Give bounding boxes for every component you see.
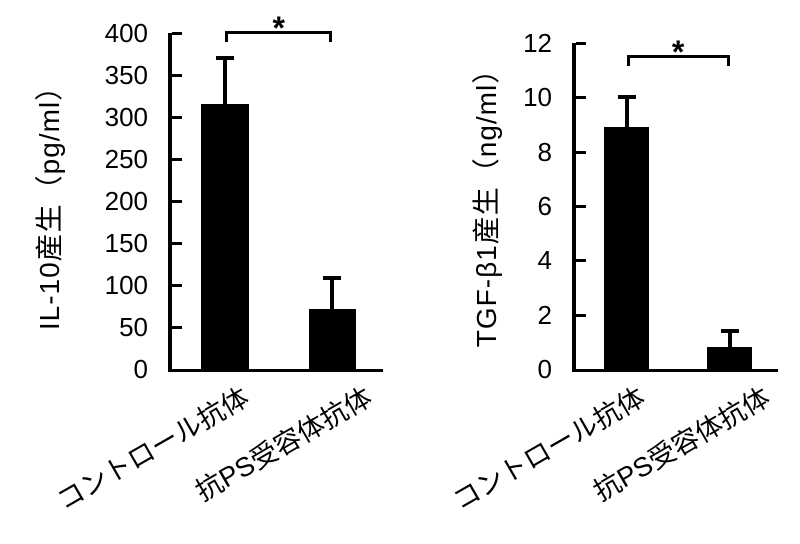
y-tick-mark xyxy=(576,205,586,208)
y-tick-mark xyxy=(172,32,182,35)
y-tick-mark xyxy=(172,284,182,287)
y-tick-mark xyxy=(576,42,586,45)
y-tick-label: 250 xyxy=(104,144,148,174)
bar xyxy=(201,104,249,369)
error-bar-stem xyxy=(222,58,227,105)
y-tick-mark xyxy=(172,326,182,329)
y-tick-label: 400 xyxy=(104,18,148,48)
y-tick-label: 300 xyxy=(104,102,148,132)
error-bar-cap xyxy=(720,328,739,333)
significance-asterisk: * xyxy=(671,34,685,70)
y-tick-mark xyxy=(172,158,182,161)
error-bar-cap xyxy=(215,56,234,61)
significance-asterisk: * xyxy=(272,10,285,46)
bar xyxy=(308,308,357,369)
y-tick-mark xyxy=(576,96,586,100)
plot-frame xyxy=(572,43,778,372)
error-bar-stem xyxy=(727,330,732,348)
chart-il10-production: IL-10産生（pg/ml） 0 50 100 150 200 250 300 350 400 コン… xyxy=(34,10,383,516)
y-tick-label: 10 xyxy=(523,82,552,113)
y-tick-label: 350 xyxy=(104,60,148,90)
chart-tgfb1-production: TGF-β1産生（ng/ml） 0 2 4 6 8 10 12 コントロール抗体 抗PS受容体抗体… xyxy=(400,0,800,544)
significance-bracket xyxy=(626,55,730,66)
y-tick-mark xyxy=(172,74,182,77)
y-tick-label: 200 xyxy=(104,186,148,216)
y-tick-mark xyxy=(576,259,586,263)
y-tick-label: 12 xyxy=(523,28,552,58)
y-tick-label: 0 xyxy=(537,354,552,384)
error-bar-cap xyxy=(323,276,342,281)
error-bar-cap xyxy=(617,95,636,100)
y-tick-label: 50 xyxy=(119,312,148,342)
y-tick-label: 2 xyxy=(537,299,552,330)
error-bar-stem xyxy=(330,278,335,309)
significance-bracket xyxy=(224,31,333,42)
y-tick-mark xyxy=(172,242,182,245)
y-tick-mark xyxy=(172,116,182,119)
bar xyxy=(603,127,650,369)
y-tick-label: 0 xyxy=(133,354,148,384)
plot-frame xyxy=(168,33,383,372)
y-tick-label: 100 xyxy=(104,270,148,300)
y-tick-label: 150 xyxy=(104,228,148,258)
y-tick-label: 6 xyxy=(537,191,552,221)
y-tick-label: 4 xyxy=(537,245,552,276)
bar xyxy=(706,347,753,369)
y-tick-mark xyxy=(576,313,586,317)
y-tick-mark xyxy=(576,150,586,154)
y-tick-mark xyxy=(172,200,182,203)
y-tick-label: 8 xyxy=(537,136,552,167)
y-axis-label: IL-10産生（pg/ml） xyxy=(34,71,65,331)
error-bar-stem xyxy=(624,97,629,128)
